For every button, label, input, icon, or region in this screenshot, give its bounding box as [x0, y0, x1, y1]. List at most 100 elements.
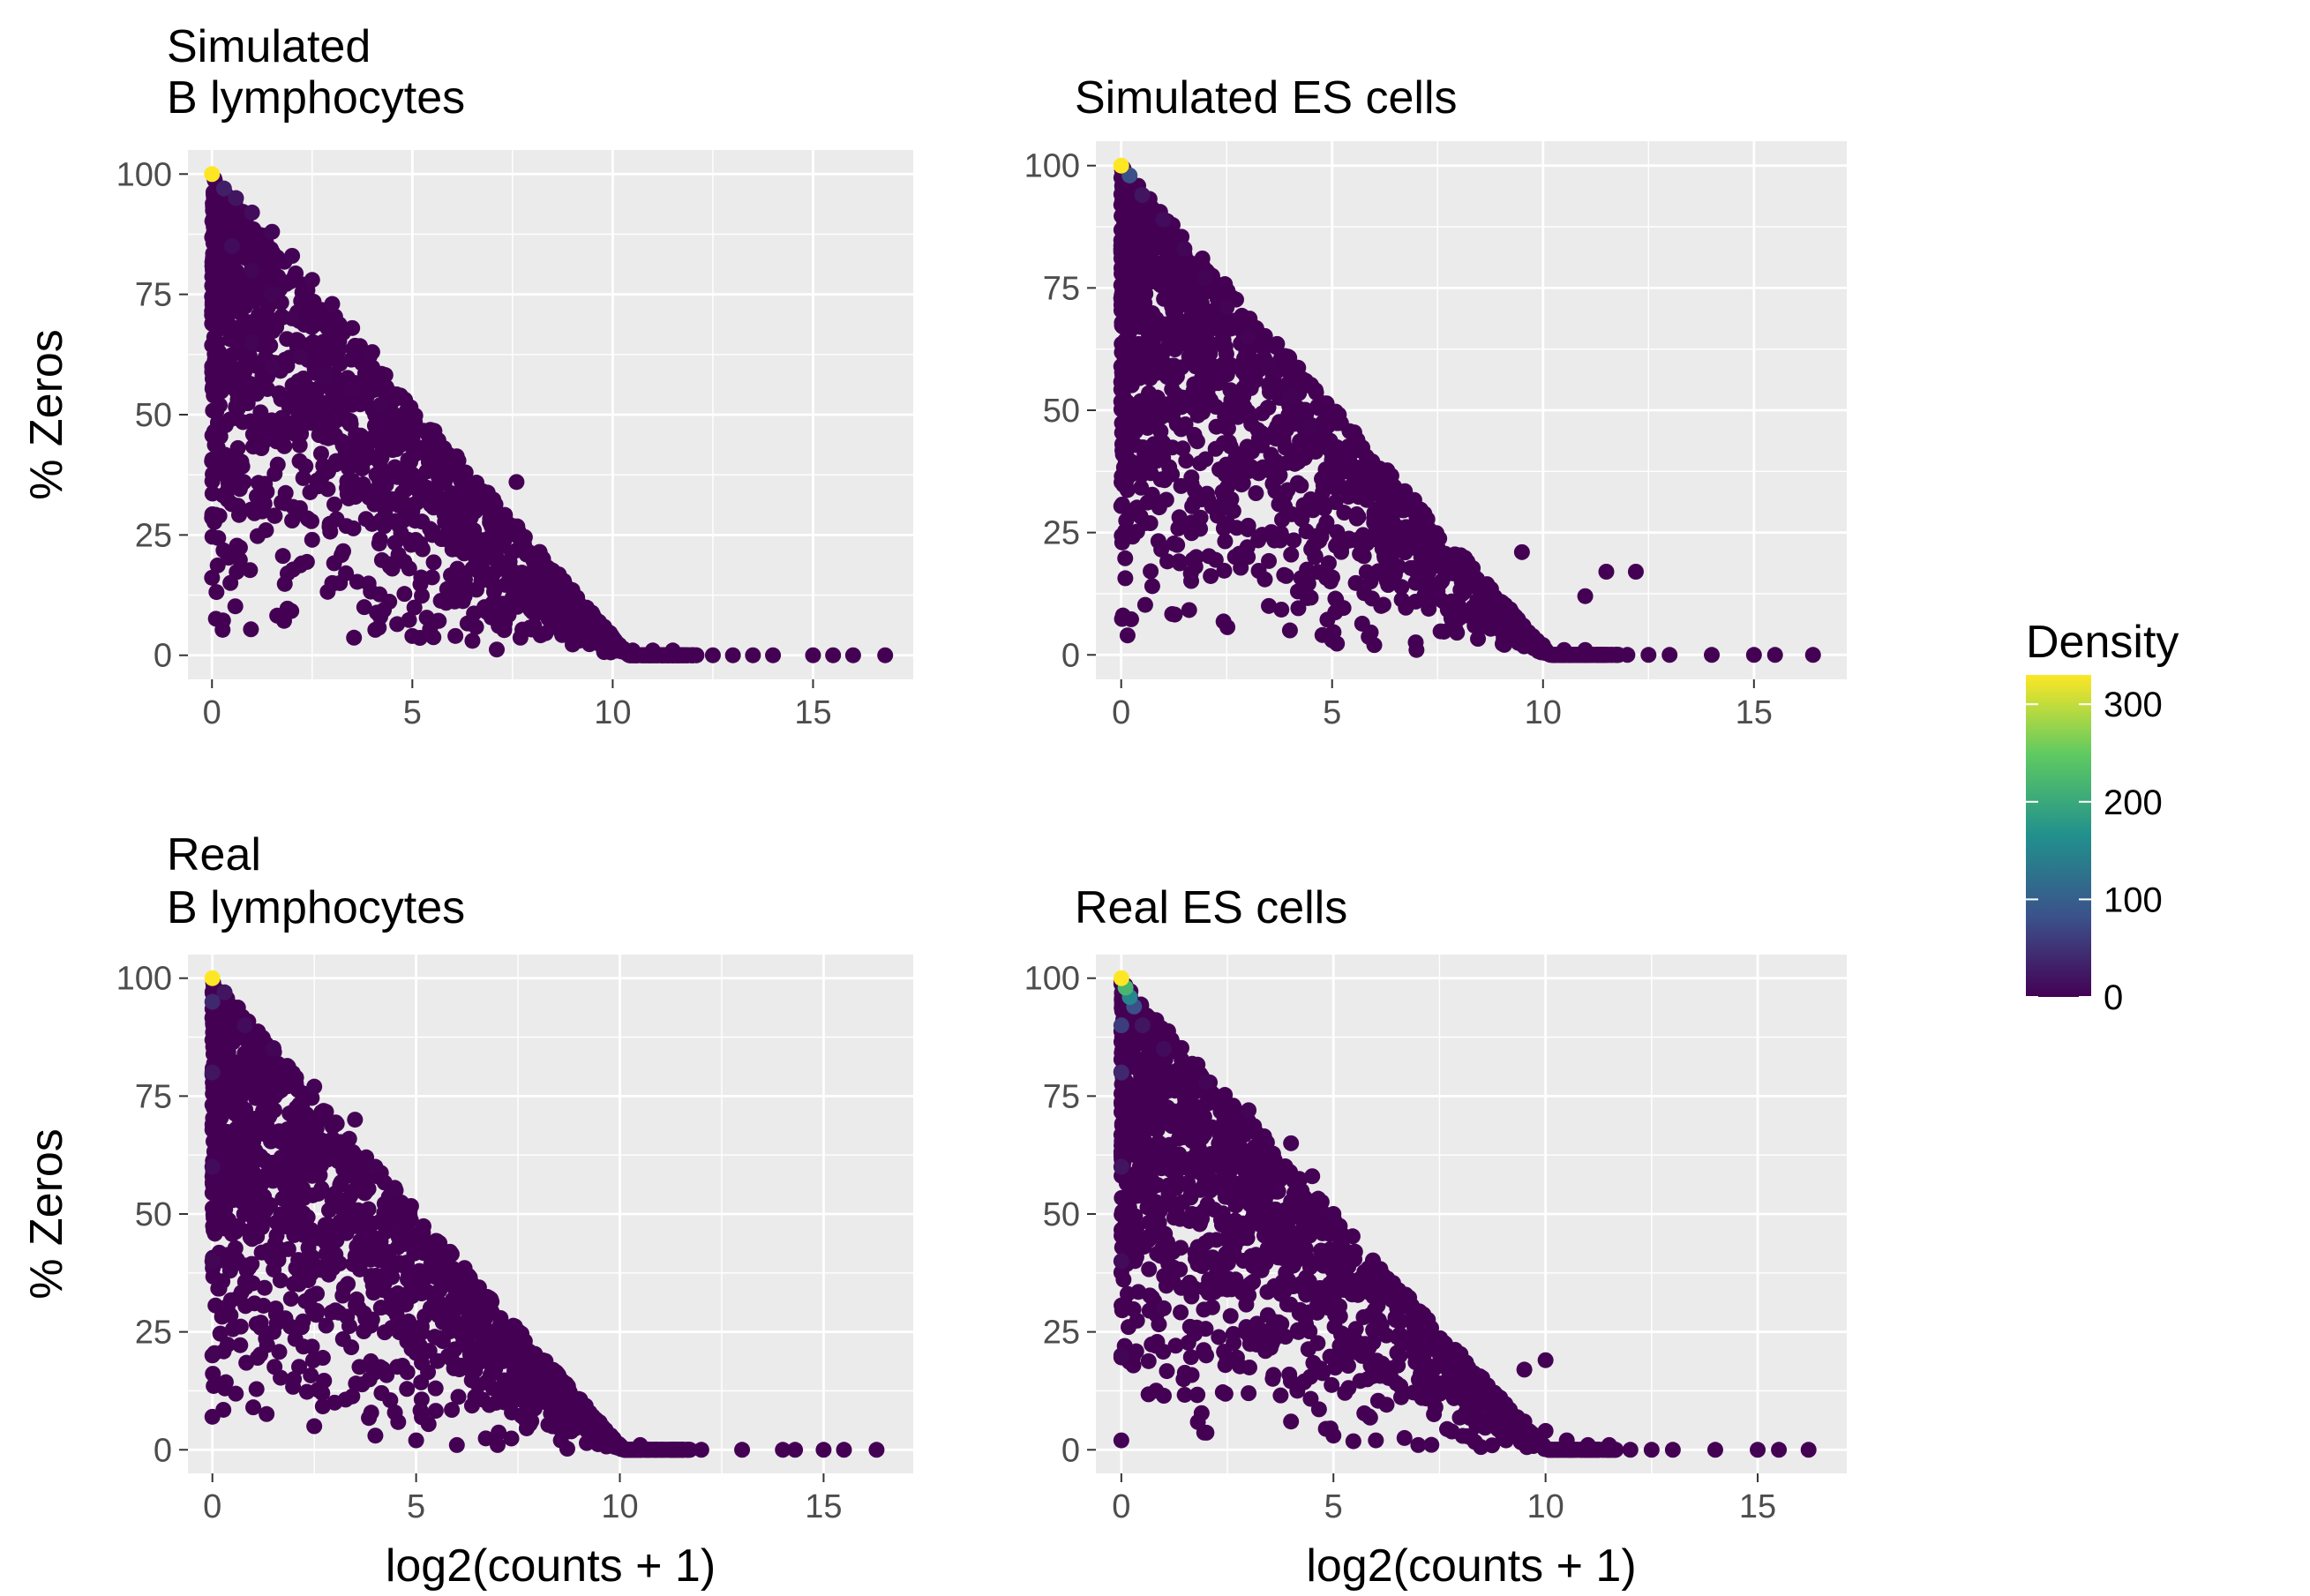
- scatter-point: [1255, 333, 1271, 349]
- scatter-point: [1398, 599, 1414, 616]
- scatter-point: [312, 1157, 329, 1173]
- scatter-point: [402, 536, 419, 553]
- scatter-point: [1165, 297, 1181, 314]
- scatter-point: [330, 1304, 347, 1321]
- scatter-point: [309, 1285, 326, 1302]
- x-tick-label: 10: [594, 694, 631, 731]
- scatter-point: [1222, 438, 1239, 455]
- scatter-point: [356, 481, 373, 498]
- y-tick-label: 50: [135, 397, 172, 434]
- scatter-point: [1387, 534, 1404, 551]
- scatter-point: [1114, 607, 1131, 624]
- scatter-point: [285, 498, 302, 515]
- scatter-point: [270, 1252, 287, 1269]
- scatter-point: [469, 1323, 485, 1340]
- scatter-point: [304, 272, 320, 288]
- scatter-point: [278, 275, 295, 292]
- scatter-point: [544, 618, 561, 634]
- point-cloud: [204, 170, 705, 663]
- scatter-point: [1556, 641, 1572, 658]
- scatter-point: [257, 1152, 274, 1169]
- scatter-point: [207, 1297, 224, 1314]
- scatter-point: [279, 600, 296, 617]
- scatter-point: [248, 379, 265, 396]
- scatter-point: [551, 1408, 567, 1425]
- scatter-point: [1261, 358, 1278, 375]
- scatter-point: [210, 1041, 227, 1058]
- scatter-point: [218, 270, 235, 287]
- scatter-point: [1472, 612, 1489, 629]
- scatter-point: [1356, 488, 1373, 505]
- scatter-point: [1164, 605, 1181, 622]
- scatter-point: [1470, 631, 1487, 648]
- scatter-point: [264, 358, 281, 375]
- scatter-point: [244, 334, 260, 351]
- scatter-point: [414, 588, 431, 604]
- scatter-point: [1577, 641, 1594, 658]
- scatter-point: [520, 544, 536, 561]
- scatter-point: [356, 599, 372, 616]
- scatter-point: [363, 1405, 379, 1421]
- scatter-point: [484, 1359, 500, 1375]
- scatter-point: [1534, 637, 1551, 654]
- scatter-point: [341, 1189, 358, 1206]
- scatter-point: [815, 1442, 832, 1458]
- scatter-point: [457, 464, 474, 481]
- scatter-point: [320, 1202, 337, 1218]
- y-tick-label: 25: [135, 1315, 172, 1352]
- scatter-point: [226, 319, 243, 336]
- scatter-point: [489, 1347, 506, 1364]
- scatter-point: [384, 560, 401, 577]
- scatter-point: [277, 1310, 294, 1327]
- x-tick-label: 0: [1112, 694, 1130, 731]
- scatter-point: [264, 286, 281, 303]
- scatter-point: [531, 1358, 548, 1375]
- scatter-point: [464, 560, 481, 577]
- y-tick-label: 0: [154, 638, 172, 675]
- scatter-point: [208, 584, 225, 601]
- scatter-point: [389, 616, 406, 633]
- scatter-point: [745, 647, 761, 663]
- scatter-point: [229, 537, 245, 554]
- scatter-point: [346, 629, 363, 646]
- scatter-point: [1598, 647, 1615, 663]
- scatter-point: [1436, 554, 1453, 571]
- scatter-point: [504, 544, 521, 561]
- scatter-point: [1299, 561, 1316, 578]
- scatter-point: [239, 395, 256, 412]
- scatter-point: [287, 1330, 304, 1347]
- data-points: [204, 970, 885, 1458]
- scatter-point: [825, 647, 842, 663]
- scatter-point: [367, 621, 384, 638]
- scatter-point: [644, 642, 661, 659]
- scatter-point: [247, 317, 264, 333]
- scatter-point: [394, 1195, 410, 1212]
- scatter-point: [491, 1424, 507, 1441]
- scatter-point: [496, 1372, 513, 1389]
- scatter-point: [290, 1272, 307, 1289]
- scatter-point: [1181, 602, 1197, 618]
- scatter-point: [591, 1427, 608, 1444]
- scatter-point: [269, 456, 286, 473]
- scatter-point: [1194, 404, 1211, 421]
- scatter-point: [425, 554, 442, 571]
- scatter-point: [353, 355, 370, 371]
- scatter-point: [1134, 187, 1151, 203]
- scatter-point: [204, 485, 221, 502]
- scatter-point: [427, 1380, 444, 1397]
- point-cloud: [1113, 973, 1624, 1458]
- scatter-point: [236, 1045, 253, 1061]
- scatter-point: [210, 1094, 227, 1111]
- scatter-point: [242, 1143, 259, 1159]
- scatter-point: [295, 370, 311, 386]
- scatter-point: [211, 285, 228, 302]
- scatter-point: [227, 1240, 244, 1256]
- panel-title: B lymphocytes: [167, 72, 465, 124]
- scatter-point: [232, 1337, 249, 1353]
- scatter-point: [276, 1155, 293, 1172]
- scatter-point: [1804, 647, 1821, 663]
- scatter-point: [1125, 425, 1142, 442]
- scatter-point: [331, 339, 348, 356]
